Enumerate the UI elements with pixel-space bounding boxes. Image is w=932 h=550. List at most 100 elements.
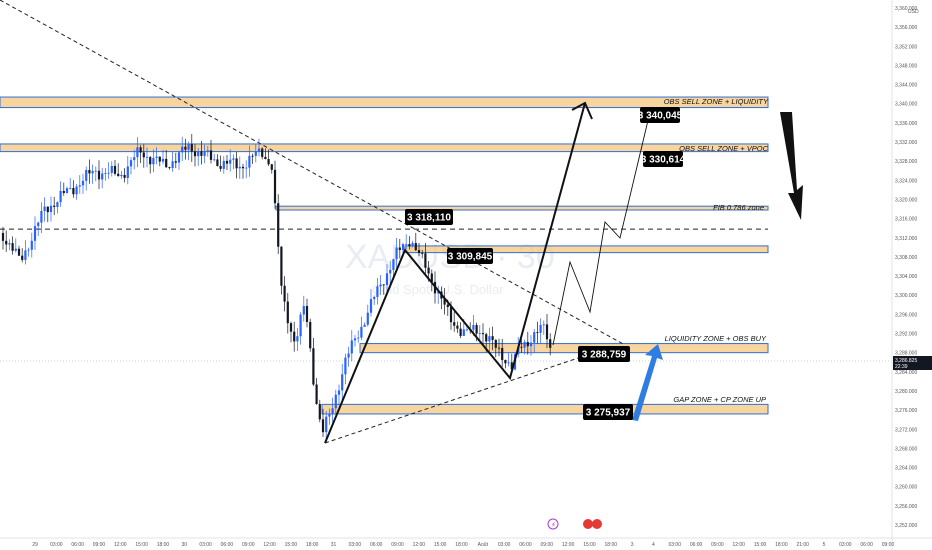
candle-body	[414, 243, 417, 251]
candle-body	[427, 267, 430, 274]
candle-body	[17, 248, 21, 256]
candle-body	[344, 357, 347, 375]
x-tick-label: 21:00	[796, 542, 809, 548]
event-icons[interactable]: ⚡	[547, 518, 602, 530]
candle-body	[85, 169, 88, 181]
candle-body	[520, 346, 523, 348]
candle-body	[5, 240, 8, 245]
x-tick-label: 15:00	[583, 542, 596, 548]
price-box	[405, 209, 453, 225]
candle-body	[408, 244, 411, 247]
candle-body	[209, 150, 213, 160]
price-axis[interactable]: 3,252.000 3,256.000 3,260.000 3,264.000 3,26…	[895, 6, 917, 529]
candle-body	[235, 158, 238, 169]
candle-body	[197, 151, 200, 157]
x-tick-label: 03:00	[668, 542, 681, 548]
candle-body	[353, 338, 357, 341]
candle-body	[168, 167, 171, 169]
y-tick-label: 3,328.000	[895, 159, 917, 165]
y-tick-label: 3,356.000	[895, 25, 917, 31]
x-tick-label: 12:00	[413, 542, 426, 548]
candle-body	[536, 332, 539, 333]
candle-body	[363, 324, 366, 327]
candle-body	[219, 165, 222, 169]
lightning-icon[interactable]	[547, 518, 559, 530]
candle-body	[305, 306, 309, 322]
candle-body	[321, 419, 325, 433]
candle-body	[328, 413, 331, 417]
x-tick-label: 09:00	[93, 542, 106, 548]
candle-body	[62, 190, 65, 194]
y-tick-label: 3,336.000	[895, 121, 917, 127]
y-tick-label: 3,256.000	[895, 504, 917, 510]
candles-layer	[1, 133, 552, 439]
candle-body	[184, 146, 187, 150]
candle-body	[424, 253, 427, 268]
price-box-value: 3 288,759	[582, 350, 627, 361]
candle-body	[334, 394, 337, 409]
x-tick-label: 06:00	[221, 542, 234, 548]
y-tick-label: 3,320.000	[895, 197, 917, 203]
x-tick-label: 12:00	[732, 542, 745, 548]
candle-body	[549, 339, 552, 348]
x-tick-label: 03:00	[199, 542, 212, 548]
candle-body	[40, 210, 43, 223]
candle-body	[366, 312, 369, 325]
x-tick-label: 09:00	[391, 542, 404, 548]
candle-body	[277, 203, 280, 247]
x-tick-label: 15:00	[434, 542, 447, 548]
candle-body	[382, 284, 385, 286]
candle-body	[481, 333, 485, 335]
x-tick-label: 06:00	[370, 542, 383, 548]
zones-layer	[0, 96, 769, 415]
candle-body	[280, 246, 283, 286]
candle-body	[222, 160, 225, 169]
zone-label: OBS SELL ZONE + LIQUIDITY	[664, 97, 769, 106]
candle-body	[56, 202, 59, 207]
candle-body	[187, 144, 190, 150]
candle-body	[478, 333, 481, 334]
y-tick-label: 3,352.000	[895, 44, 917, 50]
us-flag-icon-2[interactable]	[592, 519, 602, 529]
up-arrow-icon	[632, 344, 663, 421]
y-tick-label: 3,304.000	[895, 274, 917, 280]
y-tick-label: 3,292.000	[895, 332, 917, 338]
alt-scenario-path	[552, 111, 651, 346]
candle-body	[376, 286, 379, 297]
candle-body	[267, 159, 270, 165]
candle-body	[88, 169, 91, 174]
us-flag-icon[interactable]	[583, 519, 593, 529]
candle-body	[542, 324, 545, 326]
candle-body	[504, 359, 507, 364]
zone-band	[0, 96, 769, 109]
candle-body	[437, 291, 440, 294]
x-tick-label: 06:00	[690, 542, 703, 548]
y-tick-label: 3,264.000	[895, 466, 917, 472]
y-tick-label: 3,324.000	[895, 178, 917, 184]
candle-body	[193, 151, 197, 157]
candle-body	[59, 190, 62, 203]
candle-body	[405, 244, 408, 245]
candle-body	[206, 150, 209, 152]
candle-body	[245, 167, 248, 169]
x-tick-label: 12:00	[263, 542, 276, 548]
candle-body	[417, 250, 421, 254]
zone-labels: OBS SELL ZONE + LIQUIDITY 3 340,045 OBS SE…	[405, 97, 769, 420]
candle-body	[459, 328, 462, 336]
y-tick-label: 3,276.000	[895, 408, 917, 414]
candle-body	[145, 157, 149, 158]
candle-body	[181, 146, 184, 153]
candle-body	[465, 329, 469, 331]
y-tick-label: 3,272.000	[895, 427, 917, 433]
candle-body	[309, 321, 312, 349]
candle-body	[401, 244, 405, 251]
candle-body	[273, 169, 277, 204]
time-axis[interactable]: 29 03:00 06:00 09:00 12:00 15:00 18:00 30 03:00 0…	[32, 542, 894, 548]
y-tick-label: 3,316.000	[895, 217, 917, 223]
zone-band	[0, 143, 769, 153]
x-tick-label: Août	[478, 542, 489, 548]
candle-body	[456, 325, 459, 329]
x-tick-label: 31	[331, 542, 337, 548]
candle-body	[296, 336, 299, 342]
